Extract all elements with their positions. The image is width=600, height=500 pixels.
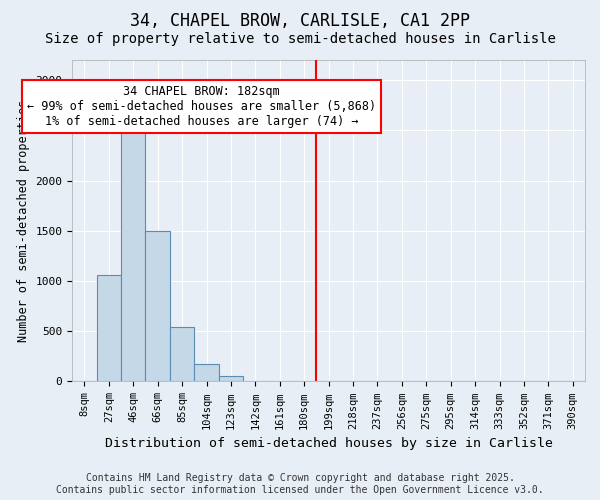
Bar — [121, 130, 145, 382]
Bar — [97, 275, 121, 382]
Bar — [145, 231, 170, 382]
Bar — [170, 327, 194, 382]
Text: 34 CHAPEL BROW: 182sqm
← 99% of semi-detached houses are smaller (5,868)
1% of s: 34 CHAPEL BROW: 182sqm ← 99% of semi-det… — [27, 85, 376, 128]
Bar — [194, 364, 219, 382]
Bar — [219, 376, 243, 382]
Text: Size of property relative to semi-detached houses in Carlisle: Size of property relative to semi-detach… — [44, 32, 556, 46]
Y-axis label: Number of semi-detached properties: Number of semi-detached properties — [17, 100, 30, 342]
X-axis label: Distribution of semi-detached houses by size in Carlisle: Distribution of semi-detached houses by … — [104, 437, 553, 450]
Text: Contains HM Land Registry data © Crown copyright and database right 2025.
Contai: Contains HM Land Registry data © Crown c… — [56, 474, 544, 495]
Text: 34, CHAPEL BROW, CARLISLE, CA1 2PP: 34, CHAPEL BROW, CARLISLE, CA1 2PP — [130, 12, 470, 30]
